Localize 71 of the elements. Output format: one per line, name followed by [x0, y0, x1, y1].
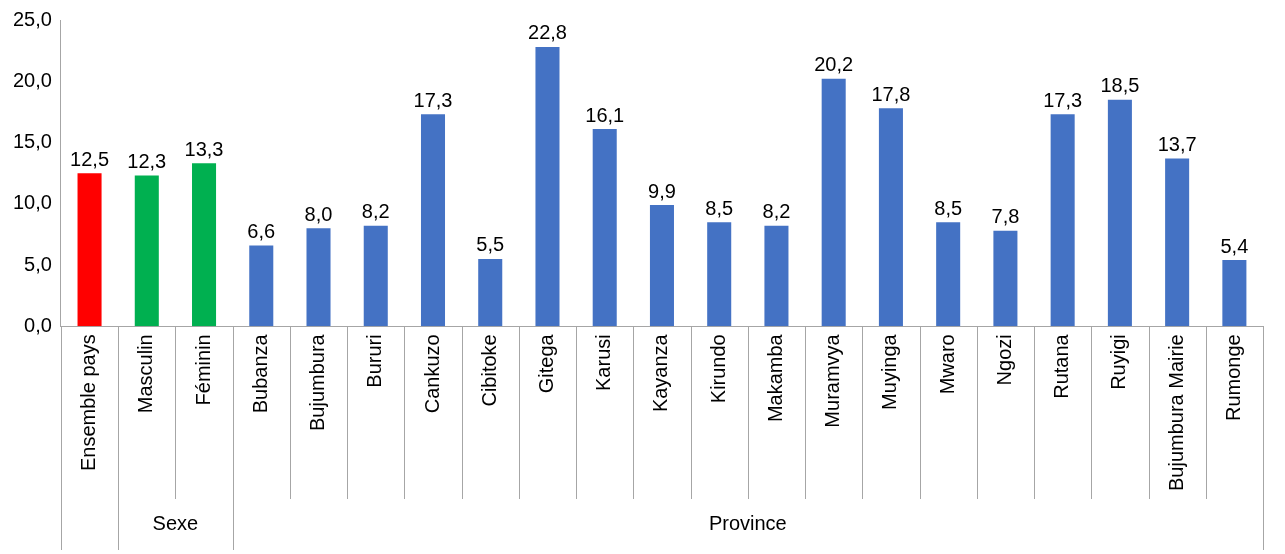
text: Sexe: [152, 512, 199, 535]
bar: [192, 163, 217, 327]
y-tick-label: 5,0: [24, 252, 52, 275]
x-tick-label: Karusi: [592, 334, 615, 391]
y-tick-label: 0,0: [24, 313, 52, 336]
y-tick-label: 10,0: [12, 191, 52, 214]
bar: [420, 114, 446, 327]
x-tick-label: Féminin: [191, 334, 214, 406]
bar: [1165, 158, 1190, 327]
x-tick-label: Kayanza: [649, 333, 672, 413]
x-tick-label: Bujumbura: [306, 333, 329, 431]
data-label: 16,1: [585, 103, 625, 126]
x-tick-label: Mwaro: [935, 334, 958, 395]
data-label: 12,3: [127, 150, 167, 173]
x-tick-label: Ruyigi: [1107, 334, 1130, 390]
x-tick-label: Bujumbura Mairie: [1164, 334, 1187, 492]
bar: [134, 175, 159, 327]
bar: [249, 245, 274, 327]
x-tick-label: Rutana: [1050, 333, 1073, 399]
data-label: 12,5: [70, 147, 110, 170]
bar: [478, 258, 503, 327]
bar: [649, 204, 674, 327]
bar: [878, 108, 903, 327]
data-label: 8,2: [361, 200, 390, 223]
y-tick-label: 25,0: [12, 7, 52, 30]
data-label: 22,8: [528, 21, 567, 44]
bar: [592, 129, 617, 327]
bar: [707, 222, 732, 327]
data-label: 13,3: [184, 137, 224, 160]
data-label: 17,3: [1043, 88, 1083, 111]
bar: [363, 225, 388, 327]
data-label: 20,2: [814, 53, 854, 76]
bar: [535, 46, 560, 327]
y-tick-label: 20,0: [12, 68, 52, 91]
data-label: 8,5: [705, 196, 734, 219]
bar: [1050, 114, 1075, 327]
data-label: 13,7: [1157, 132, 1197, 155]
bar: [1107, 99, 1132, 327]
data-label: 5,5: [476, 233, 505, 256]
data-label: 8,0: [304, 202, 333, 225]
y-tick-label: 15,0: [12, 130, 52, 153]
data-label: 17,8: [871, 82, 911, 105]
data-label: 18,5: [1100, 74, 1140, 97]
data-label: 8,2: [762, 200, 791, 223]
data-label: 7,8: [991, 205, 1020, 228]
bar: [77, 173, 102, 327]
x-tick-label: Masculin: [134, 334, 157, 414]
bar: [993, 230, 1018, 327]
data-label: 17,3: [413, 88, 453, 111]
x-tick-label: Bubanza: [248, 333, 271, 414]
x-tick-label: Makamba: [763, 333, 786, 423]
x-tick-label: Bururi: [363, 334, 386, 388]
x-tick-label: Ensemble pays: [77, 334, 100, 472]
x-tick-label: Cibitoke: [477, 334, 500, 407]
bar: [306, 228, 331, 327]
x-tick-label: Kirundo: [706, 334, 729, 404]
data-label: 9,9: [648, 179, 676, 202]
x-tick-label: Rumonge: [1221, 334, 1244, 421]
x-tick-label: Gitega: [535, 333, 557, 394]
bar: [936, 222, 961, 327]
bar: [821, 78, 846, 327]
x-tick-label: Muyinga: [878, 333, 901, 410]
x-tick-label: Ngozi: [992, 334, 1015, 386]
bar: [764, 225, 789, 327]
bar: [1222, 260, 1247, 327]
data-label: 6,6: [247, 219, 276, 242]
data-label: 5,4: [1220, 234, 1249, 257]
x-tick-label: Cankuzo: [420, 334, 443, 414]
data-label: 8,5: [934, 196, 963, 219]
x-tick-label: Muramvya: [821, 333, 844, 428]
text: Province: [708, 512, 787, 535]
